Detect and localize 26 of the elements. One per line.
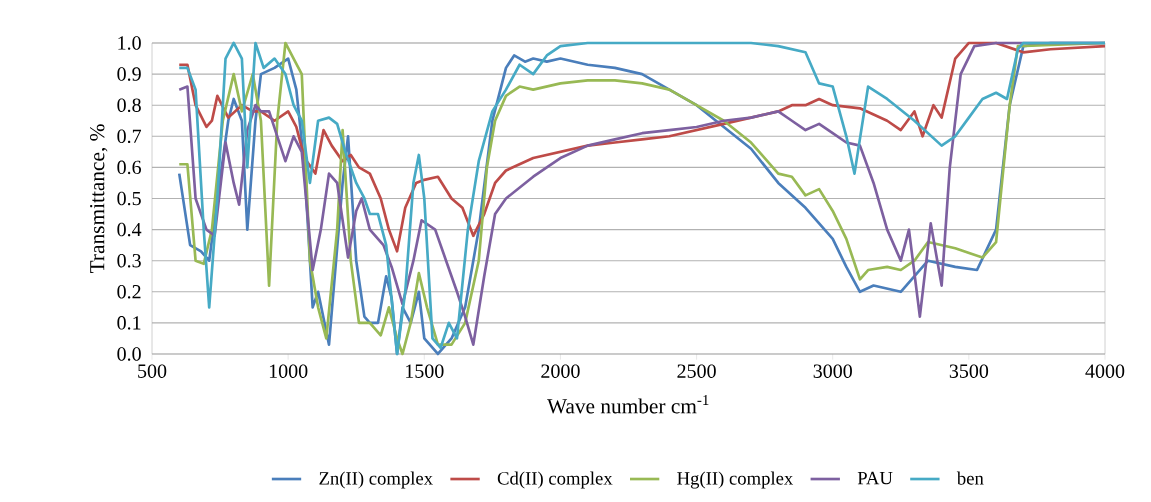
y-tick-label: 0.1 [117,316,141,330]
y-tick-label: 0.4 [117,222,142,237]
x-tick-label: 2500 [677,364,716,378]
y-axis-title: Transmittance, % [90,124,108,273]
legend-label: PAU [857,471,893,485]
legend-label: ben [956,471,984,485]
y-tick-label: 0.3 [117,253,141,268]
y-tick-label: 0.0 [117,347,141,361]
legend-label: Hg(II) complex [677,471,794,489]
x-tick-label: 500 [138,364,167,378]
y-tick-label: 0.5 [117,191,141,206]
y-tick-label: 0.6 [117,160,142,175]
y-tick-label: 1.0 [118,36,141,50]
x-tick-label: 1500 [406,364,444,378]
y-tick-label: 0.8 [117,98,141,112]
y-tick-label: 0.7 [117,129,142,144]
legend-label: Zn(II) complex [319,471,433,489]
x-tick-label: 1000 [269,364,308,378]
x-tick-label: 4000 [1085,364,1125,378]
x-tick-label: 3500 [949,364,989,378]
legend-label: Cd(II) complex [497,471,613,489]
y-tick-label: 0.2 [117,285,141,299]
y-tick-label: 0.9 [117,67,141,81]
x-tick-label: 2000 [541,364,580,378]
x-tick-label: 3000 [813,364,852,378]
x-axis-title: Wave number cm$^{-1}$ [547,395,709,414]
